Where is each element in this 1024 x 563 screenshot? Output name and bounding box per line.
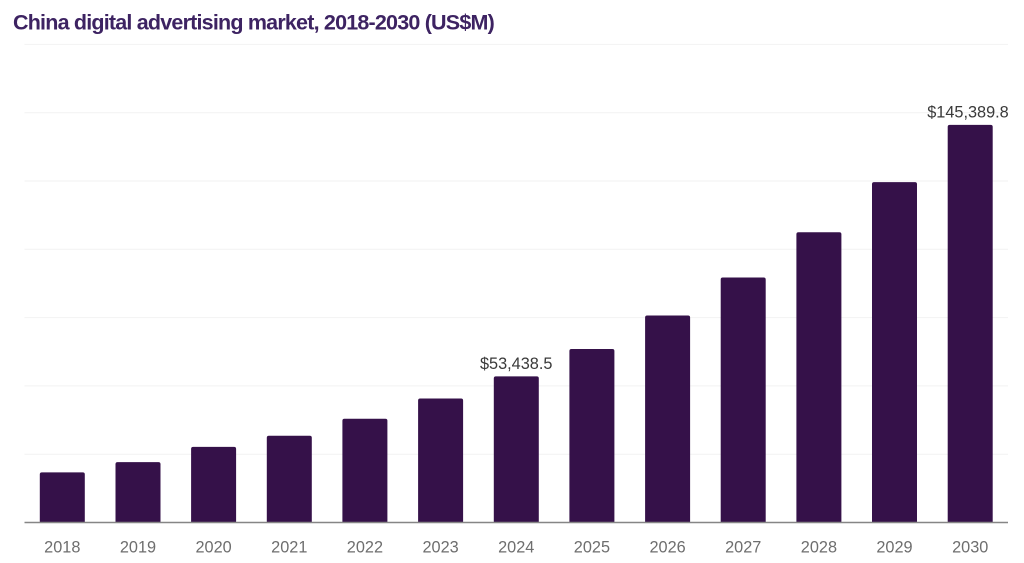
svg-text:2025: 2025 xyxy=(574,538,610,556)
svg-text:2018: 2018 xyxy=(44,538,80,556)
svg-text:2029: 2029 xyxy=(876,538,912,556)
svg-text:$145,389.8: $145,389.8 xyxy=(927,103,1009,121)
svg-text:2024: 2024 xyxy=(498,538,534,556)
svg-text:2023: 2023 xyxy=(422,538,458,556)
svg-text:2019: 2019 xyxy=(120,538,156,556)
svg-text:2027: 2027 xyxy=(725,538,761,556)
svg-text:2022: 2022 xyxy=(347,538,383,556)
svg-text:2030: 2030 xyxy=(952,538,988,556)
svg-text:2021: 2021 xyxy=(271,538,307,556)
svg-text:2026: 2026 xyxy=(649,538,685,556)
svg-text:China digital advertising mark: China digital advertising market, 2018-2… xyxy=(13,10,495,34)
svg-text:2028: 2028 xyxy=(801,538,837,556)
svg-text:2020: 2020 xyxy=(195,538,231,556)
svg-text:$53,438.5: $53,438.5 xyxy=(480,355,552,373)
